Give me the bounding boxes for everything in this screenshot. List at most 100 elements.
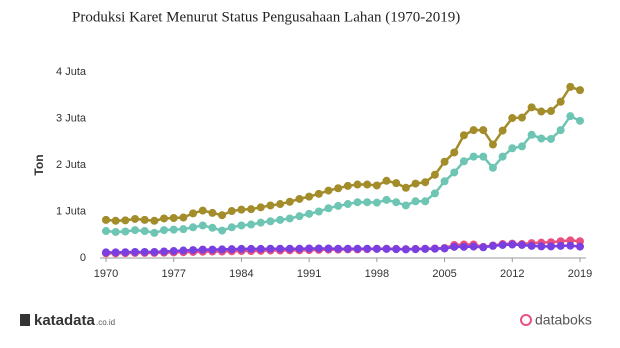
data-point xyxy=(421,244,430,253)
data-point xyxy=(450,148,459,157)
data-point xyxy=(450,168,459,177)
data-point xyxy=(372,181,381,190)
data-point xyxy=(160,214,169,223)
data-point xyxy=(131,247,140,256)
data-point xyxy=(401,245,410,254)
data-point xyxy=(372,198,381,207)
data-point xyxy=(479,126,488,135)
katadata-icon xyxy=(20,314,30,326)
data-point xyxy=(498,240,507,249)
x-tick-label: 1991 xyxy=(297,268,321,280)
data-point xyxy=(411,197,420,206)
data-point xyxy=(208,223,217,232)
data-point xyxy=(227,245,236,254)
data-point xyxy=(285,214,294,223)
data-point xyxy=(566,241,575,250)
data-point xyxy=(305,244,314,253)
data-point xyxy=(363,198,372,207)
data-point xyxy=(411,245,420,254)
y-tick-label: 1 Juta xyxy=(56,205,87,217)
data-point xyxy=(459,242,468,251)
data-point xyxy=(102,248,110,257)
data-point xyxy=(179,246,188,255)
data-point xyxy=(469,126,478,135)
y-axis-label: Ton xyxy=(32,154,46,175)
data-point xyxy=(440,244,449,253)
data-point xyxy=(150,247,159,256)
katadata-suffix: .co.id xyxy=(96,318,115,327)
data-point xyxy=(198,206,207,215)
data-point xyxy=(102,215,110,224)
katadata-logo: katadata xyxy=(34,312,96,329)
data-point xyxy=(469,152,478,161)
data-point xyxy=(324,204,333,213)
data-point xyxy=(334,201,343,210)
data-point xyxy=(131,214,140,223)
data-point xyxy=(314,244,323,253)
data-point xyxy=(208,245,217,254)
data-point xyxy=(169,225,178,234)
data-point xyxy=(430,189,439,198)
data-point xyxy=(421,197,430,206)
data-point xyxy=(198,245,207,254)
data-point xyxy=(150,228,159,237)
data-point xyxy=(218,211,227,220)
data-point xyxy=(556,97,565,106)
data-point xyxy=(401,201,410,210)
data-point xyxy=(566,82,575,91)
data-point xyxy=(247,205,256,214)
data-point xyxy=(169,247,178,256)
data-point xyxy=(324,186,333,195)
data-point xyxy=(382,195,391,204)
data-point xyxy=(440,177,449,186)
data-point xyxy=(401,183,410,192)
data-point xyxy=(160,226,169,235)
databoks-icon xyxy=(520,314,532,326)
data-point xyxy=(237,221,246,230)
data-point xyxy=(334,184,343,193)
data-point xyxy=(111,216,120,225)
data-point xyxy=(566,112,575,121)
data-point xyxy=(121,216,130,225)
data-point xyxy=(479,152,488,161)
x-tick-label: 2012 xyxy=(500,268,524,280)
data-point xyxy=(372,244,381,253)
data-point xyxy=(295,194,304,203)
data-point xyxy=(556,126,565,135)
data-point xyxy=(546,107,555,116)
data-point xyxy=(363,180,372,189)
data-point xyxy=(382,244,391,253)
data-point xyxy=(392,245,401,254)
data-point xyxy=(488,140,497,149)
data-point xyxy=(256,203,265,212)
data-point xyxy=(537,242,546,251)
data-point xyxy=(305,192,314,201)
data-point xyxy=(140,247,149,256)
data-point xyxy=(517,113,526,122)
data-point xyxy=(382,176,391,185)
data-point xyxy=(508,114,517,123)
data-point xyxy=(102,227,110,236)
data-point xyxy=(527,241,536,250)
data-point xyxy=(256,218,265,227)
data-point xyxy=(227,207,236,216)
data-point xyxy=(256,244,265,253)
databoks-logo: databoks xyxy=(535,312,592,328)
data-point xyxy=(498,126,507,135)
data-point xyxy=(479,243,488,252)
data-point xyxy=(498,152,507,161)
data-point xyxy=(517,240,526,249)
data-point xyxy=(343,244,352,253)
data-point xyxy=(537,134,546,143)
data-point xyxy=(276,244,285,253)
data-point xyxy=(218,226,227,235)
data-point xyxy=(266,201,275,210)
data-point xyxy=(276,215,285,224)
data-point xyxy=(430,244,439,253)
x-tick-label: 1984 xyxy=(229,268,253,280)
data-point xyxy=(266,244,275,253)
data-point xyxy=(556,241,565,250)
data-point xyxy=(208,208,217,217)
data-point xyxy=(179,213,188,222)
